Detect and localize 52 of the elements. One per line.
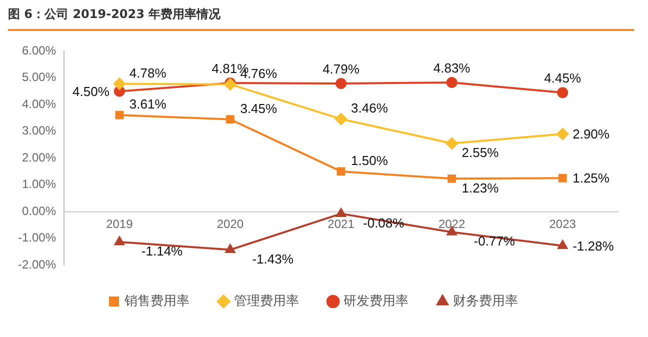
data-label: -1.28% bbox=[572, 238, 614, 254]
data-label: 4.79% bbox=[322, 62, 360, 77]
point bbox=[336, 208, 346, 217]
point bbox=[335, 113, 348, 126]
data-label: 4.50% bbox=[72, 84, 110, 99]
data-label: 1.50% bbox=[351, 153, 388, 168]
point bbox=[558, 174, 567, 182]
legend-label: 研发费用率 bbox=[344, 292, 408, 309]
data-label: 1.23% bbox=[462, 180, 500, 196]
point bbox=[448, 174, 456, 183]
point bbox=[336, 78, 347, 90]
point bbox=[557, 87, 568, 98]
data-label: 3.45% bbox=[240, 100, 278, 116]
data-label: 1.25% bbox=[572, 170, 610, 186]
data-label: -1.43% bbox=[252, 251, 294, 266]
point bbox=[115, 110, 124, 120]
y-tick-label: 0.00% bbox=[22, 204, 56, 218]
point bbox=[446, 137, 458, 150]
data-label: 4.78% bbox=[129, 65, 167, 80]
x-tick-label: 2019 bbox=[106, 217, 134, 232]
legend-label: 管理费用率 bbox=[234, 292, 299, 309]
point bbox=[336, 167, 346, 176]
x-tick-label: 2022 bbox=[438, 217, 466, 232]
data-label: 4.45% bbox=[544, 70, 582, 86]
point bbox=[113, 78, 126, 90]
data-label: 4.83% bbox=[433, 60, 471, 76]
data-label: 2.90% bbox=[572, 126, 610, 142]
point bbox=[558, 240, 568, 250]
legend-label: 财务费用率 bbox=[453, 292, 518, 309]
chart-title: 图 6：公司 2019-2023 年费用率情况 bbox=[8, 6, 634, 31]
x-tick-label: 2020 bbox=[216, 217, 244, 232]
y-tick-label: 6.00% bbox=[22, 44, 56, 58]
point bbox=[114, 236, 124, 246]
y-tick-label: 2.00% bbox=[22, 150, 56, 164]
point bbox=[225, 244, 236, 254]
data-label: -1.14% bbox=[141, 244, 184, 259]
y-tick-label: -2.00% bbox=[18, 257, 56, 272]
data-label: 3.46% bbox=[351, 100, 388, 116]
data-label: -0.77% bbox=[474, 234, 516, 249]
point bbox=[446, 76, 458, 88]
y-tick-label: -1.00% bbox=[18, 230, 56, 245]
data-label: 3.61% bbox=[129, 96, 167, 112]
x-tick-label: 2021 bbox=[328, 217, 355, 232]
legend-label: 销售费用率 bbox=[124, 292, 190, 309]
y-tick-label: 3.00% bbox=[22, 124, 56, 138]
data-label: 2.55% bbox=[462, 144, 500, 160]
point bbox=[226, 115, 234, 124]
y-tick-label: 1.00% bbox=[22, 177, 56, 192]
x-tick-label: 2023 bbox=[549, 217, 576, 232]
point bbox=[556, 128, 569, 140]
y-tick-label: 5.00% bbox=[22, 70, 56, 84]
y-tick-label: 4.00% bbox=[22, 96, 56, 111]
